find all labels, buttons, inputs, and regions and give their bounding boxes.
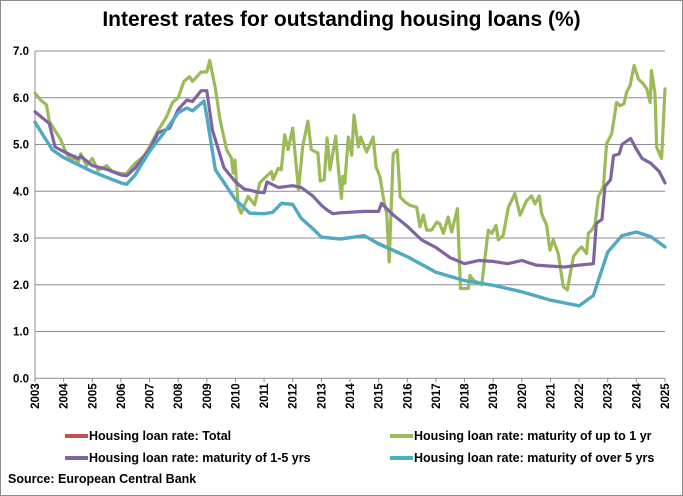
legend-swatch-1-5yrs [65, 456, 88, 460]
legend-label-total: Housing loan rate: Total [89, 429, 232, 443]
x-tick-label: 2015 [374, 383, 386, 409]
x-tick-label: 2014 [345, 383, 357, 409]
y-tick-label: 2.0 [13, 280, 29, 292]
x-tick-label: 2009 [202, 383, 214, 409]
legend-swatch-over-5yrs [390, 456, 413, 460]
x-tick-label: 2025 [660, 383, 672, 409]
x-tick-label: 2022 [574, 383, 586, 409]
x-tick-label: 2016 [402, 383, 414, 409]
x-tick-label: 2019 [488, 383, 500, 409]
x-tick-label: 2008 [173, 383, 185, 409]
chart-title: Interest rates for outstanding housing l… [102, 8, 581, 31]
x-tick-label: 2010 [230, 383, 242, 409]
x-tick-label: 2017 [431, 383, 443, 409]
x-tick-label: 2024 [631, 383, 643, 409]
x-tick-label: 2013 [316, 383, 328, 409]
y-tick-label: 6.0 [13, 93, 29, 105]
x-tick-label: 2021 [545, 383, 557, 409]
series-line-housing-loan-rate-maturity-of-1-5-yrs [33, 89, 667, 269]
x-tick-label: 2012 [288, 383, 300, 409]
series-line-housing-loan-rate-maturity-of-over-5-yrs [33, 99, 667, 308]
series-line-housing-loan-rate-maturity-of-up-to-1-yr [33, 58, 667, 292]
source-note: Source: European Central Bank [8, 472, 197, 486]
legend-item-total: Housing loan rate: Total [65, 429, 231, 443]
legend-item-up-to-1yr: Housing loan rate: maturity of up to 1 y… [390, 429, 652, 443]
y-tick-label: 5.0 [13, 140, 29, 152]
x-tick-label: 2006 [116, 383, 128, 409]
legend-item-1-5yrs: Housing loan rate: maturity of 1-5 yrs [65, 451, 311, 465]
x-tick-label: 2020 [517, 383, 529, 409]
y-tick-label: 4.0 [13, 186, 29, 198]
legend-label-up-to-1yr: Housing loan rate: maturity of up to 1 y… [414, 429, 652, 443]
legend-swatch-total [65, 434, 88, 438]
x-tick-label: 2005 [87, 383, 99, 409]
x-tick-label: 2007 [145, 383, 157, 409]
legend-swatch-up-to-1yr [390, 434, 413, 438]
y-tick-label: 3.0 [13, 233, 29, 245]
legend-label-over-5yrs: Housing loan rate: maturity of over 5 yr… [414, 451, 655, 465]
legend-item-over-5yrs: Housing loan rate: maturity of over 5 yr… [390, 451, 654, 465]
legend-label-1-5yrs: Housing loan rate: maturity of 1-5 yrs [89, 451, 311, 465]
y-tick-label: 0.0 [13, 373, 29, 385]
x-tick-label: 2004 [59, 383, 71, 409]
y-tick-label: 1.0 [13, 327, 29, 339]
y-tick-label: 7.0 [13, 46, 29, 58]
x-tick-label: 2018 [460, 383, 472, 409]
x-tick-label: 2011 [259, 383, 271, 409]
x-tick-label: 2003 [30, 383, 42, 409]
x-tick-label: 2023 [603, 383, 615, 409]
